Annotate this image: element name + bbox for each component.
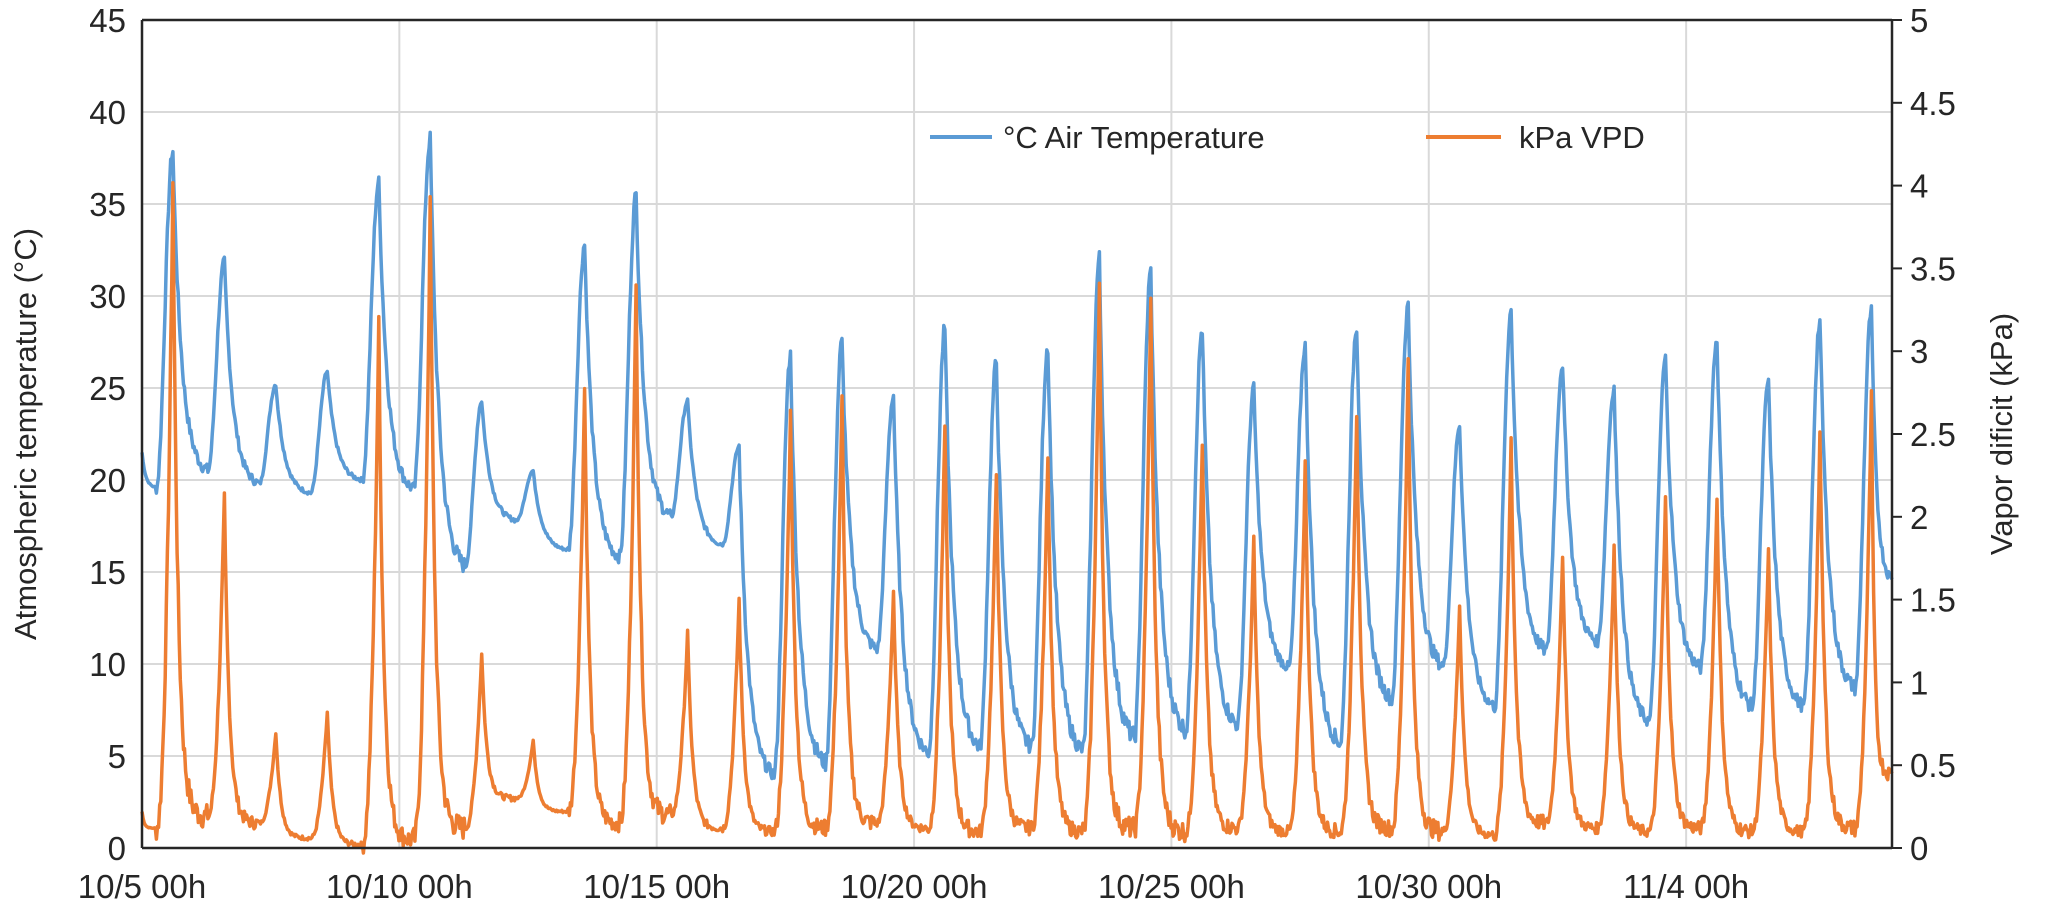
- x-tick-label: 10/25 00h: [1098, 868, 1245, 905]
- y-tick-label-left: 5: [108, 738, 126, 775]
- y-axis-title-left: Atmospheric temperature (°C): [8, 228, 43, 640]
- x-tick-label: 10/10 00h: [326, 868, 473, 905]
- series-line-air-temperature: [140, 130, 1894, 781]
- y-tick-label-right: 5: [1910, 2, 1928, 39]
- y-axis-title-right: Vapor dificit (kPa): [1984, 313, 2019, 555]
- y-tick-label-left: 35: [89, 186, 126, 223]
- y-tick-label-left: 10: [89, 646, 126, 683]
- y-tick-label-left: 15: [89, 554, 126, 591]
- y-tick-label-right: 3: [1910, 333, 1928, 370]
- legend-label-temperature: °C Air Temperature: [1003, 120, 1265, 155]
- x-tick-label: 10/30 00h: [1355, 868, 1502, 905]
- y-tick-label-left: 0: [108, 830, 126, 867]
- axes: [140, 18, 1902, 850]
- y-tick-label-right: 4.5: [1910, 85, 1956, 122]
- y-tick-label-left: 25: [89, 370, 126, 407]
- y-tick-label-right: 2: [1910, 499, 1928, 536]
- y-tick-label-left: 20: [89, 462, 126, 499]
- y-tick-label-left: 45: [89, 2, 126, 39]
- tick-labels: 0 5 10 15 20 25 30 35 40 45 0 0.5 1 1.5 2 2.5 3 3.5 4 4.5 5 1…: [78, 2, 1956, 905]
- legend: °C Air Temperature kPa VPD: [930, 120, 1645, 155]
- legend-label-vpd: kPa VPD: [1519, 120, 1645, 155]
- x-tick-label: 10/5 00h: [78, 868, 206, 905]
- series-lines: [140, 130, 1894, 855]
- y-tick-label-right: 0.5: [1910, 747, 1956, 784]
- y-tick-label-left: 40: [89, 94, 126, 131]
- y-tick-label-right: 3.5: [1910, 250, 1956, 287]
- y-tick-label-right: 2.5: [1910, 416, 1956, 453]
- y-tick-label-right: 4: [1910, 168, 1928, 205]
- y-tick-label-right: 0: [1910, 830, 1928, 867]
- x-tick-label: 10/20 00h: [841, 868, 988, 905]
- y-tick-label-left: 30: [89, 278, 126, 315]
- y-tick-label-right: 1.5: [1910, 582, 1956, 619]
- x-tick-label: 10/15 00h: [583, 868, 730, 905]
- y-tick-label-right: 1: [1910, 664, 1928, 701]
- x-tick-label: 11/4 00h: [1623, 868, 1749, 905]
- series-line-vpd: [140, 180, 1894, 855]
